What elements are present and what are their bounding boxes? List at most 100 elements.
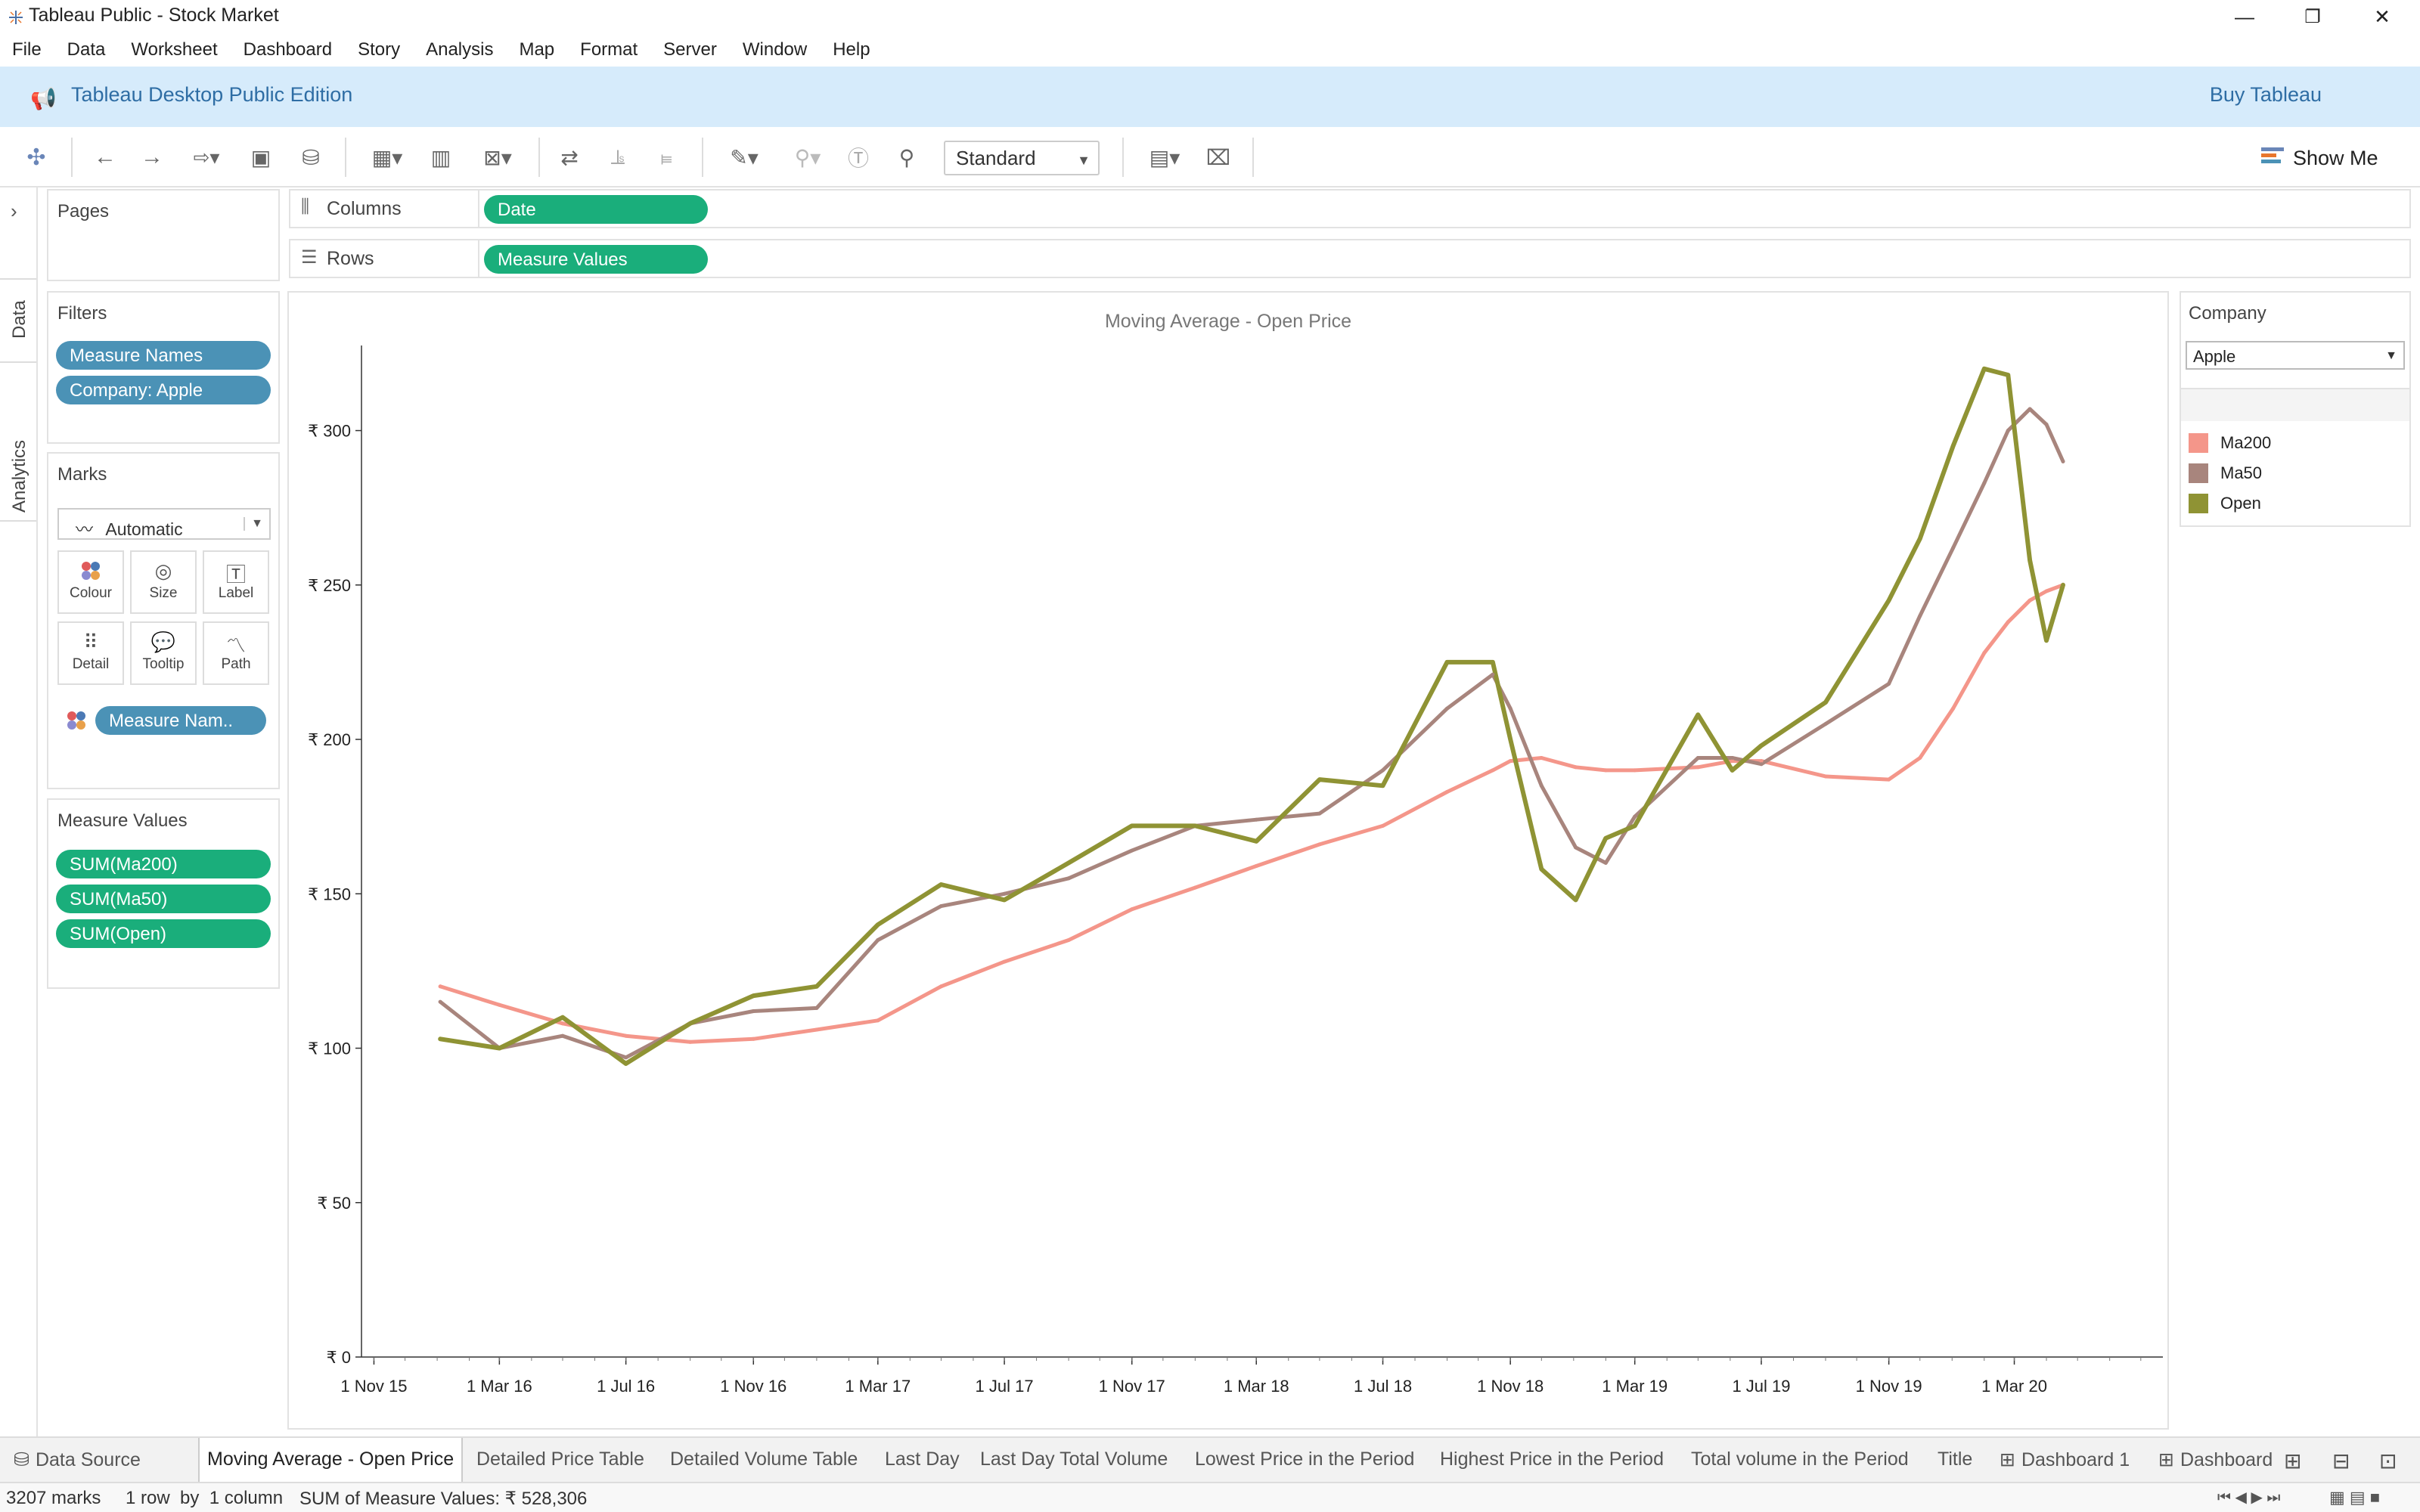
presentation-mode-icon[interactable]: ⌧ bbox=[1205, 145, 1231, 169]
columns-date-pill[interactable]: Date bbox=[484, 195, 708, 224]
menu-data[interactable]: Data bbox=[67, 39, 106, 60]
tab-total-volume[interactable]: Total volume in the Period bbox=[1691, 1448, 1909, 1470]
rows-measure-values-pill[interactable]: Measure Values bbox=[484, 245, 708, 274]
view-mode-icons[interactable]: ▦ ▤ ■ bbox=[2329, 1488, 2381, 1507]
path-button[interactable]: 〽 Path bbox=[203, 621, 269, 685]
swap-icon[interactable]: ⇄ bbox=[560, 145, 579, 169]
menu-server[interactable]: Server bbox=[663, 39, 717, 60]
data-point-ma50 bbox=[1603, 860, 1608, 865]
menu-format[interactable]: Format bbox=[580, 39, 638, 60]
filter-pill-measure-names[interactable]: Measure Names bbox=[56, 341, 271, 370]
data-point-ma50 bbox=[1918, 614, 1922, 618]
data-point-open bbox=[1254, 839, 1258, 844]
menu-analysis[interactable]: Analysis bbox=[426, 39, 494, 60]
analytics-side-tab[interactable]: Analytics bbox=[9, 439, 29, 513]
tab-last-day[interactable]: Last Day bbox=[885, 1448, 960, 1470]
label-button[interactable]: 🅃 Label bbox=[203, 550, 269, 614]
company-filter-dropdown[interactable]: Apple ▼ bbox=[2186, 341, 2405, 370]
tab-last-day-total-volume[interactable]: Last Day Total Volume bbox=[980, 1448, 1168, 1470]
data-point-ma200 bbox=[1381, 823, 1385, 828]
new-dashboard-tab-icon[interactable]: ⊟ bbox=[2332, 1449, 2350, 1473]
data-point-ma200 bbox=[1491, 768, 1495, 773]
data-point-ma50 bbox=[1759, 762, 1764, 767]
tab-data-source[interactable]: ⛁ Data Source bbox=[14, 1449, 141, 1470]
menu-window[interactable]: Window bbox=[742, 39, 808, 60]
redo-icon[interactable]: → bbox=[141, 144, 163, 169]
tab-title[interactable]: Title bbox=[1938, 1448, 1973, 1470]
menu-worksheet[interactable]: Worksheet bbox=[131, 39, 218, 60]
menu-dashboard[interactable]: Dashboard bbox=[243, 39, 333, 60]
save-icon[interactable]: ▣ bbox=[250, 145, 271, 169]
new-datasource-icon[interactable]: ⛁ bbox=[302, 145, 320, 169]
data-point-ma200 bbox=[1539, 756, 1544, 760]
pages-card[interactable]: Pages bbox=[47, 189, 280, 281]
data-side-tab[interactable]: Data bbox=[9, 300, 29, 339]
data-point-ma50 bbox=[1381, 768, 1385, 773]
minimize-button[interactable]: — bbox=[2235, 5, 2254, 28]
measure-pill-open[interactable]: SUM(Open) bbox=[56, 919, 271, 948]
buy-tableau-link[interactable]: Buy Tableau bbox=[2209, 83, 2322, 106]
data-point-ma200 bbox=[624, 1033, 628, 1038]
sort-descending-icon[interactable]: ⫢ bbox=[659, 144, 673, 169]
show-me-button[interactable]: Show Me bbox=[2261, 141, 2378, 175]
menu-file[interactable]: File bbox=[12, 39, 42, 60]
measure-pill-ma200[interactable]: SUM(Ma200) bbox=[56, 850, 271, 878]
pin-icon[interactable]: ⚲ bbox=[898, 145, 915, 169]
data-point-ma200 bbox=[1887, 777, 1891, 782]
data-point-open bbox=[688, 1021, 693, 1026]
close-button[interactable]: ✕ bbox=[2374, 5, 2391, 28]
tab-lowest-price[interactable]: Lowest Price in the Period bbox=[1195, 1448, 1415, 1470]
detail-button[interactable]: ⠿ Detail bbox=[57, 621, 124, 685]
show-labels-icon[interactable]: Ⓣ bbox=[847, 147, 869, 170]
tab-dashboard[interactable]: ⊞ Dashboard bbox=[2158, 1449, 2273, 1470]
undo-icon[interactable]: ← bbox=[94, 144, 116, 169]
colour-button[interactable]: Colour bbox=[57, 550, 124, 614]
data-point-ma200 bbox=[876, 1018, 880, 1023]
menu-story[interactable]: Story bbox=[358, 39, 401, 60]
columns-label: Columns bbox=[327, 198, 402, 219]
legend-item-ma50[interactable]: Ma50 bbox=[2189, 462, 2262, 485]
menu-help[interactable]: Help bbox=[833, 39, 870, 60]
highlight-icon[interactable]: ✎▾ bbox=[730, 145, 759, 169]
filters-card[interactable]: Filters Measure Names Company: Apple bbox=[47, 291, 280, 444]
maximize-button[interactable]: ❐ bbox=[2304, 6, 2321, 27]
fit-dropdown[interactable]: Standard ▼ bbox=[944, 141, 1100, 175]
colour-measure-names-pill[interactable]: Measure Nam.. bbox=[95, 706, 266, 735]
group-icon[interactable]: ⚲▾ bbox=[794, 145, 821, 169]
columns-shelf: ⫼ Columns Date bbox=[289, 189, 2411, 228]
legend-item-open[interactable]: Open bbox=[2189, 492, 2261, 515]
tab-detailed-price-table[interactable]: Detailed Price Table bbox=[476, 1448, 644, 1470]
clear-sheet-icon[interactable]: ⊠▾ bbox=[483, 145, 512, 169]
chart-view[interactable]: Moving Average - Open Price ₹ 0 ₹ 50 ₹ 100 ₹… bbox=[287, 291, 2169, 1430]
show-me-icon bbox=[2261, 146, 2284, 171]
new-worksheet-icon[interactable]: ▦▾ bbox=[371, 145, 403, 169]
dashboard-icon: ⊞ bbox=[2158, 1449, 2174, 1470]
tooltip-button[interactable]: 💬 Tooltip bbox=[130, 621, 197, 685]
menu-map[interactable]: Map bbox=[519, 39, 555, 60]
expand-icon[interactable]: › bbox=[11, 200, 17, 222]
data-point-open bbox=[2006, 373, 2010, 377]
tab-moving-average[interactable]: Moving Average - Open Price bbox=[198, 1438, 464, 1483]
measure-pill-ma50[interactable]: SUM(Ma50) bbox=[56, 885, 271, 913]
tab-dashboard-1[interactable]: ⊞ Dashboard 1 bbox=[2000, 1449, 2130, 1470]
sort-ascending-icon[interactable]: ⫡ bbox=[610, 144, 625, 169]
colour-legend: Ma200 Ma50 Open bbox=[2189, 432, 2408, 522]
line-chart[interactable]: Moving Average - Open Price ₹ 0 ₹ 50 ₹ 100 ₹… bbox=[289, 293, 2167, 1428]
mark-type-dropdown[interactable]: 〰 Automatic ▼ bbox=[57, 508, 271, 540]
tab-highest-price[interactable]: Highest Price in the Period bbox=[1440, 1448, 1664, 1470]
show-cards-icon[interactable]: ▤▾ bbox=[1149, 145, 1181, 169]
y-tick-label: ₹ 250 bbox=[308, 576, 351, 595]
new-story-tab-icon[interactable]: ⊡ bbox=[2379, 1449, 2397, 1473]
data-point-ma200 bbox=[2028, 598, 2032, 603]
new-worksheet-tab-icon[interactable]: ⊞ bbox=[2284, 1449, 2302, 1473]
duplicate-sheet-icon[interactable]: ▥ bbox=[430, 145, 451, 169]
tableau-icon[interactable]: ✣ bbox=[26, 144, 46, 170]
tableau-logo-icon bbox=[9, 11, 23, 24]
replay-icon[interactable]: ⇨▾ bbox=[193, 145, 220, 169]
size-button[interactable]: ◎ Size bbox=[130, 550, 197, 614]
filter-pill-company[interactable]: Company: Apple bbox=[56, 376, 271, 404]
legend-item-ma200[interactable]: Ma200 bbox=[2189, 432, 2271, 454]
sheet-navigation-icons[interactable]: ⏮ ◀ ▶ ⏭ bbox=[2217, 1489, 2281, 1506]
tab-detailed-volume-table[interactable]: Detailed Volume Table bbox=[670, 1448, 858, 1470]
x-tick-label: 1 Nov 17 bbox=[1099, 1377, 1165, 1396]
